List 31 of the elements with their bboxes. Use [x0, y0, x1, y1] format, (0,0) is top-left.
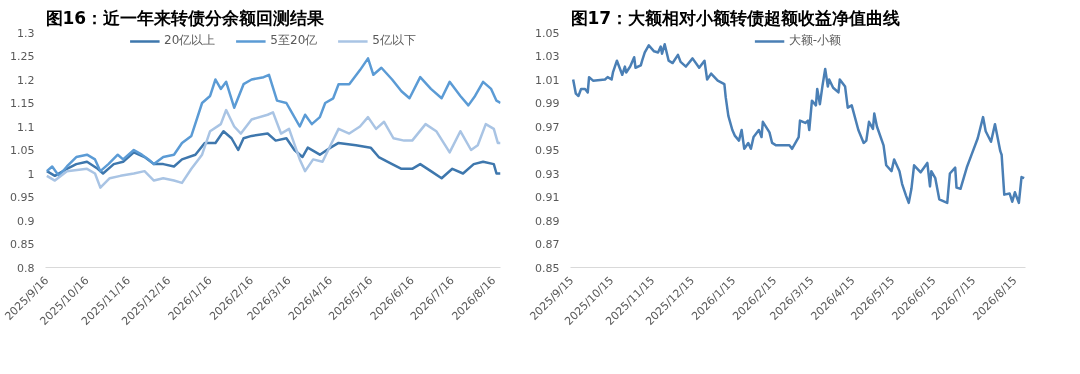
- y-tick-label: 1.05: [535, 26, 560, 40]
- line-series: [45, 129, 501, 180]
- legend-label: 5亿以下: [372, 32, 416, 49]
- y-tick-label: 0.95: [10, 191, 35, 204]
- chart-title: 图16：近一年来转债分余额回测结果: [45, 7, 326, 28]
- y-tick-label: 0.89: [535, 214, 560, 228]
- legend-label: 大额-小额: [788, 32, 842, 49]
- y-tick-label: 0.9: [17, 214, 35, 228]
- y-tick-label: 0.99: [535, 97, 560, 110]
- line-series: [45, 108, 501, 189]
- legend-label: 5至20亿: [270, 32, 318, 49]
- y-tick-label: 1.03: [535, 50, 560, 63]
- y-tick-label: 0.85: [10, 238, 35, 251]
- y-tick-label: 0.97: [535, 120, 560, 134]
- y-tick-label: 0.91: [535, 191, 560, 204]
- y-tick-label: 0.87: [535, 238, 560, 251]
- y-tick-label: 1.15: [10, 97, 35, 110]
- y-tick-label: 1.2: [17, 73, 35, 87]
- y-tick-label: 0.93: [535, 167, 560, 181]
- line-series: [45, 57, 501, 178]
- y-tick-label: 1.01: [535, 73, 560, 87]
- legend-label: 20亿以上: [164, 32, 216, 49]
- y-tick-label: 1.05: [10, 144, 35, 157]
- y-tick-label: 0.8: [17, 261, 35, 275]
- chart-title: 图17：大额相对小额转债超额收益净值曲线: [570, 7, 901, 28]
- y-tick-label: 1.1: [17, 120, 35, 134]
- y-tick-label: 1.25: [10, 50, 35, 63]
- y-tick-label: 0.85: [535, 261, 560, 275]
- y-tick-label: 1: [27, 167, 35, 181]
- y-tick-label: 0.95: [535, 144, 560, 157]
- y-tick-label: 1.3: [17, 26, 35, 40]
